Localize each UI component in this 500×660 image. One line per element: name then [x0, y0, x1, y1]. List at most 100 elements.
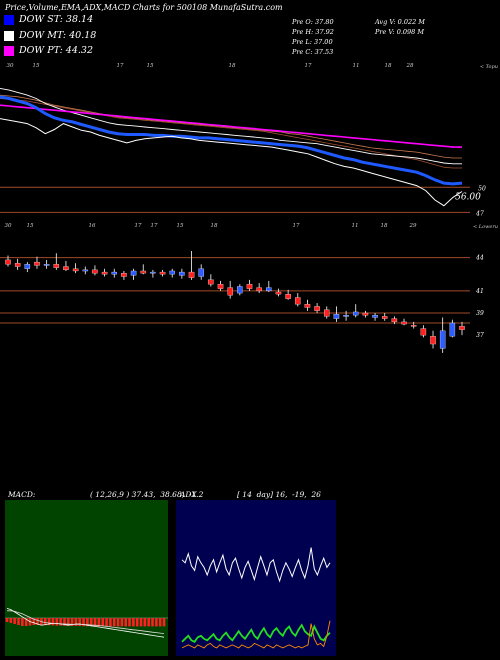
ema-orange1-line: [0, 94, 462, 159]
candle-body: [227, 287, 233, 296]
legend-label-st: DOW ST: 38.14: [19, 14, 94, 25]
candle-body: [43, 264, 50, 266]
candle-body: [362, 312, 369, 316]
candle-body: [150, 271, 156, 274]
price-x-tick: 18: [211, 223, 218, 229]
candle-body: [140, 270, 146, 274]
macd-histogram-bar: [36, 618, 39, 625]
ema-x-tick: 17: [305, 63, 312, 69]
candle-body: [430, 336, 436, 345]
price-x-tick: 11: [352, 223, 359, 229]
price-x-tick: 15: [177, 223, 184, 229]
ema-x-tick: 17: [117, 63, 124, 69]
price-y-tick: 37: [476, 332, 484, 339]
candle-body: [324, 309, 330, 317]
ema-x-tick: 30: [7, 63, 14, 69]
macd-histogram-bar: [66, 618, 70, 626]
price-x-tick: 15: [27, 223, 34, 229]
macd-histogram-bar: [109, 618, 112, 627]
pre-close: Pre C: 37.53: [292, 48, 334, 56]
chart-header-title: Price,Volume,EMA,ADX,MACD Charts for 500…: [5, 3, 283, 12]
macd-histogram-bar: [132, 618, 135, 627]
candle-body: [53, 264, 60, 268]
candle-body: [34, 261, 40, 266]
ema-x-tick: 18: [229, 63, 236, 69]
candle-body: [314, 306, 320, 311]
candle-body: [410, 325, 417, 327]
macd-histogram-bar: [158, 618, 162, 627]
candle-body: [459, 326, 465, 330]
ema-orange2-line: [0, 98, 462, 169]
macd-signal-line: [7, 610, 165, 634]
macd-histogram-bar: [51, 618, 55, 626]
candle-body: [188, 271, 195, 278]
candle-body: [439, 330, 446, 349]
macd-histogram-bar: [89, 618, 93, 627]
macd-histogram-bar: [120, 618, 124, 627]
candle-body: [285, 294, 291, 299]
adx-plus_di-line: [181, 623, 331, 643]
price-x-tick: 17: [293, 223, 300, 229]
legend-swatch-mt: [4, 30, 14, 41]
macd-histogram-bar: [97, 618, 101, 627]
ema-x-tick: 11: [353, 63, 360, 69]
macd-histogram-bar: [74, 618, 78, 626]
candle-body: [82, 269, 89, 272]
pre-volume: Pre V: 0.098 M: [375, 28, 425, 36]
macd-histogram-bar: [9, 618, 13, 623]
ema-last-price-label: 56.00: [455, 192, 481, 202]
candle-body: [217, 284, 224, 289]
candle-body: [352, 311, 359, 316]
macd-histogram-bar: [135, 618, 139, 627]
price-x-tick: 16: [89, 223, 96, 229]
macd-histogram-bar: [63, 618, 66, 626]
price-y-tick: 39: [476, 310, 484, 317]
macd-histogram-bar: [143, 618, 147, 627]
ema-x-tick: 15: [147, 63, 154, 69]
macd-params: ( 12,26,9 ) 37.43, 38.68, -1.2: [90, 490, 204, 499]
candle-body: [130, 270, 137, 276]
macd-histogram-bar: [162, 618, 166, 627]
macd-histogram-bar: [93, 618, 97, 627]
adx-adx-line: [181, 547, 331, 583]
macd-histogram-bar: [17, 618, 20, 625]
ema-y-tick: 50: [478, 185, 486, 192]
macd-title: MACD:: [8, 490, 36, 499]
macd-histogram-bar: [86, 618, 89, 627]
macd-histogram-bar: [124, 618, 128, 627]
candle-body: [295, 297, 301, 305]
candle-body: [72, 268, 79, 272]
macd-histogram-bar: [21, 618, 24, 626]
pre-high: Pre H: 37.92: [292, 28, 334, 36]
macd-histogram-bar: [78, 618, 82, 626]
candle-body: [237, 286, 243, 294]
macd-histogram-bar: [82, 618, 85, 627]
macd-histogram-bar: [55, 618, 59, 626]
adx-minus_di-line: [181, 620, 331, 649]
candle-body: [92, 269, 98, 274]
candle-body: [24, 264, 31, 269]
macd-histogram-bar: [147, 618, 150, 627]
macd-histogram-bar: [24, 618, 28, 626]
ema-magenta-line: [0, 104, 462, 148]
price-x-axis-label: < Loweru: [473, 224, 498, 230]
candle-body: [246, 284, 253, 289]
adx-panel-bg: [176, 500, 336, 656]
candle-body: [14, 263, 21, 267]
ema-white-line: [0, 87, 462, 165]
candle-body: [121, 273, 127, 277]
macd-histogram-bar: [139, 618, 143, 627]
avg-volume: Avg V: 0.022 M: [375, 18, 425, 26]
candle-body: [275, 291, 282, 295]
macd-histogram-bar: [151, 618, 154, 627]
price-panel: 30 15 16 17 17 15 18 17 11 18 29 < Loweru 44 41 39 37: [0, 223, 498, 353]
macd-histogram-bar: [116, 618, 120, 627]
macd-histogram-bar: [105, 618, 108, 627]
macd-histogram-bar: [59, 618, 62, 626]
price-y-tick: 41: [475, 288, 484, 295]
price-x-tick: 17: [151, 223, 158, 229]
macd-histogram-bar: [155, 618, 158, 627]
macd-histogram-bar: [47, 618, 51, 626]
candle-body: [449, 322, 456, 337]
